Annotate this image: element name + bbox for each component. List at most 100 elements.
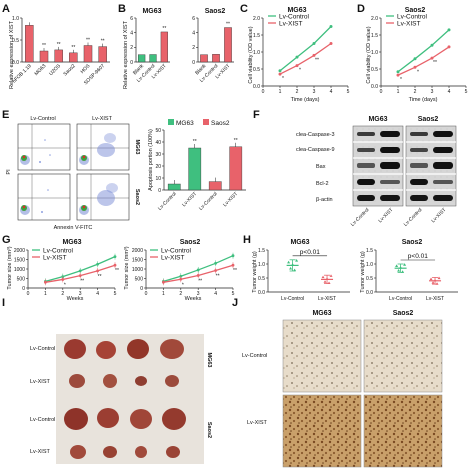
panel-h-mg63-data-point xyxy=(293,268,297,272)
panel-b-saos2-bar xyxy=(212,54,220,63)
tumor-photos xyxy=(64,339,186,459)
ihc-row-control: Lv-Control xyxy=(242,353,267,359)
panel-b-saos2-bar xyxy=(200,54,208,63)
panel-c-series-point xyxy=(329,42,333,45)
panel-h-saos2-data-point xyxy=(401,270,405,273)
panel-h-saos2-data-point xyxy=(429,277,433,281)
wb-row-bcl2: Bcl-2 xyxy=(316,181,329,187)
panel-b-mg63-ytick-label: 4 xyxy=(130,30,133,36)
panel-g-mg63-sig: * xyxy=(64,282,66,288)
panel-c-legend-label: Lv-Control xyxy=(279,13,310,20)
panel-a-bar xyxy=(98,46,107,63)
panel-h-mg63-data-point xyxy=(321,275,325,279)
panel-h-mg63-data-point xyxy=(289,266,293,270)
panel-a-bar xyxy=(54,49,63,63)
panel-h-saos2-ytick-label: 0.5 xyxy=(366,276,373,282)
legend-label-saos2: Saos2 xyxy=(211,120,230,127)
panel-c-series-point xyxy=(295,64,299,68)
panel-h-saos2-ytick-label: 1.0 xyxy=(366,262,373,268)
panel-c: C MG63 Cell viability (OD value) Time (d… xyxy=(240,3,350,103)
panel-e-xtick-label: Lv-XIST xyxy=(181,191,198,208)
panel-c-ytick-label: 0.0 xyxy=(253,84,260,90)
panel-g-saos2-xtick-label: 1 xyxy=(162,291,165,297)
panel-c-sig: * xyxy=(299,68,301,74)
tumor-row-control-1: Lv-Control xyxy=(30,346,55,352)
tumor-row-control-2: Lv-Control xyxy=(30,417,55,423)
panel-g-mg63-ytick-label: 1500 xyxy=(14,257,25,263)
panel-d-series-point xyxy=(413,57,417,61)
panel-d-series-line xyxy=(397,46,450,76)
panel-c-ytick-label: 1.5 xyxy=(253,33,260,39)
wb-col-mg63: MG63 xyxy=(368,116,387,123)
panel-d-ytick-label: 0.0 xyxy=(371,84,378,90)
panel-h-mg63-ytick-label: 1.5 xyxy=(258,248,265,254)
panel-d-ytick-label: 1.0 xyxy=(371,50,378,56)
panel-c-xtick-label: 2 xyxy=(296,89,299,95)
panel-d-xtick-label: 1 xyxy=(397,89,400,95)
wb-blot-mg63 xyxy=(352,125,404,207)
panel-i-label: I xyxy=(2,297,5,309)
panel-c-chart: 0.00.51.01.52.00 1 2 3 4 5Lv-ControlLv-XIST**… xyxy=(253,13,350,95)
tumor-group-saos2: Saos2 xyxy=(206,422,212,438)
panel-h-mg63-data-point xyxy=(329,274,333,277)
panel-h: H MG63 Saos2 Tumor weight (g) Tumor weig… xyxy=(243,234,458,302)
panel-a-bar xyxy=(25,25,34,63)
panel-g-saos2-xtick-label: 3 xyxy=(197,291,200,297)
panel-a-label: A xyxy=(2,3,10,15)
panel-a: A Relative expression of XIST 0.00.51.0h… xyxy=(2,3,110,89)
panel-d-chart: 0.00.51.01.52.00 1 2 3 4 5Lv-ControlLv-XIST**… xyxy=(371,13,468,95)
panel-a-bar xyxy=(39,50,49,63)
panel-d-sig: ** xyxy=(433,60,437,66)
panel-e-label: E xyxy=(2,109,9,121)
panel-d-series-point xyxy=(430,56,434,60)
panel-h-saos2-data-point xyxy=(399,266,403,269)
panel-c-sig: * xyxy=(282,76,284,82)
panel-c-xtick-label: 5 xyxy=(347,89,350,95)
panel-g-saos2-ytick-label: 1000 xyxy=(132,267,143,273)
flow-row-mg63: MG63 xyxy=(134,140,140,155)
panel-c-series-point xyxy=(278,72,282,76)
panel-g-saos2-xtick-label: 0 xyxy=(145,291,148,297)
wb-lane-label: Lv-Control xyxy=(350,207,371,228)
panel-h-saos2-xtick-label: Lv-Control xyxy=(389,296,412,302)
panel-g-saos2-xtick-label: 2 xyxy=(179,291,182,297)
panel-g-mg63-ytick-label: 1000 xyxy=(14,267,25,273)
panel-h-mg63-pval: p<0.01 xyxy=(300,249,320,256)
panel-c-xlabel: Time (days) xyxy=(291,97,320,103)
panel-d-ylabel: Cell viability (OD value) xyxy=(366,26,372,83)
panel-b-saos2-ytick-label: 2 xyxy=(192,45,195,51)
wb-lane-label: Lv-XIST xyxy=(430,207,447,224)
panel-h-saos2-ytick-label: 1.5 xyxy=(366,248,373,254)
panel-g-saos2-ytick-label: 0 xyxy=(140,286,143,292)
panel-h-mg63-data-point xyxy=(327,281,331,285)
panel-c-ytick-label: 1.0 xyxy=(253,50,260,56)
panel-h-title-mg63: MG63 xyxy=(290,239,309,246)
tumor-group-mg63: MG63 xyxy=(206,353,212,368)
panel-g-saos2-ytick-label: 2000 xyxy=(132,248,143,254)
panel-h-saos2-data-point xyxy=(431,281,435,284)
panel-g-saos2-sig: ** xyxy=(198,278,202,284)
panel-b-mg63-ytick-label: 6 xyxy=(130,16,133,22)
panel-d-xtick-label: 4 xyxy=(448,89,451,95)
panel-c-ytick-label: 2.0 xyxy=(253,16,260,22)
panel-e-bar xyxy=(208,181,222,191)
ihc-col-saos2: Saos2 xyxy=(393,310,414,317)
panel-d-series-point xyxy=(447,28,451,32)
panel-e-bar xyxy=(167,183,181,191)
panel-e-ytick-label: 50 xyxy=(155,128,161,134)
panel-b-chart: 0246BlankLv-Control**Lv-XIST0246BlankLv-… xyxy=(130,16,234,84)
panel-a-xtick-label: Saos2 xyxy=(62,63,76,77)
panel-e-xtick-label: Lv-XIST xyxy=(222,191,239,208)
panel-c-xtick-label: 1 xyxy=(279,89,282,95)
panel-c-series-point xyxy=(329,25,333,28)
panel-g-ylabel-1: Tumor size (mm³) xyxy=(7,246,13,289)
panel-b-saos2-sig: ** xyxy=(226,22,230,28)
panel-g-mg63-xtick-label: 4 xyxy=(96,291,99,297)
panel-g-title-mg63: MG63 xyxy=(62,239,81,246)
panel-g-mg63-xtick-label: 0 xyxy=(27,291,30,297)
panel-e-bar xyxy=(188,147,202,191)
panel-g-mg63-legend-label: Lv-Control xyxy=(43,247,74,254)
panel-h-saos2-data-point xyxy=(397,269,401,272)
